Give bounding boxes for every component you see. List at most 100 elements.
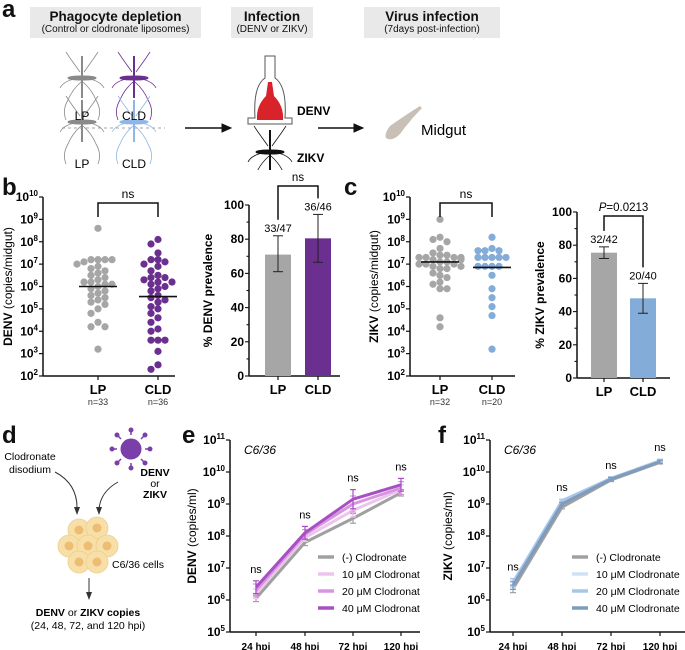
y-tick-label: 100 [224, 198, 244, 212]
data-point [429, 235, 437, 244]
data-point [495, 262, 503, 270]
series-line [254, 488, 402, 595]
data-point [436, 314, 444, 322]
data-point [436, 271, 444, 279]
x-tick-label: 24 hpi [242, 642, 271, 650]
data-point [436, 215, 444, 223]
data-point [94, 345, 102, 353]
data-point [154, 291, 162, 300]
data-point [429, 262, 437, 270]
data-point [488, 253, 496, 262]
step-header-depletion: Phagocyte depletion (Control or clodrona… [30, 7, 201, 38]
data-point [161, 258, 169, 266]
y-tick-label: 107 [207, 560, 225, 575]
data-point [147, 303, 155, 311]
clodronate-label-line1: Clodronate [4, 451, 56, 463]
data-point [154, 305, 162, 313]
midgut-label: Midgut [421, 122, 467, 139]
legend-label: 40 μM Clodronate [596, 603, 680, 615]
y-tick-label: 102 [20, 368, 38, 383]
data-point [502, 253, 510, 262]
data-point [94, 296, 102, 304]
data-point [436, 244, 444, 253]
x-tick-label: 120 hpi [384, 642, 419, 650]
y-tick-label: 103 [20, 346, 38, 361]
midgut-icon [385, 106, 422, 140]
chart-b-prevalence: 0 20 40 60 80 100 % DENV prevalence 33/47 LP 36/4… [201, 172, 340, 397]
x-tick-label: 72 hpi [597, 642, 626, 650]
data-point [154, 347, 162, 355]
y-tick-label: 1010 [203, 464, 226, 479]
data-point [436, 251, 444, 259]
y-tick-label: 107 [387, 256, 405, 271]
series-line [254, 491, 402, 600]
data-point [488, 285, 496, 293]
y-tick-label: 105 [207, 624, 225, 639]
virus-particle-icon [109, 427, 153, 471]
chart-title: C6/36 [244, 443, 276, 457]
data-point [101, 267, 109, 275]
y-tick-label: 107 [20, 256, 38, 271]
data-point [481, 262, 489, 270]
output-sublabel: (24, 48, 72, and 120 hpi) [31, 620, 145, 632]
y-tick-label: 108 [387, 234, 405, 249]
data-point [495, 253, 503, 262]
data-point [495, 247, 503, 255]
group-label-cld-top: CLD [122, 109, 146, 123]
data-point [147, 256, 155, 264]
y-tick-label: 109 [207, 496, 225, 511]
panel-a-schematic: LP CLD LP CLD DENV ZIKV Midgut [59, 51, 467, 170]
virus-label-or: or [150, 478, 160, 490]
data-point [488, 311, 496, 320]
significance-label: ns [654, 442, 666, 454]
data-point [161, 282, 169, 291]
data-point [488, 262, 496, 270]
data-point [147, 365, 155, 373]
virus-label-denv: DENV [140, 467, 169, 479]
data-point [87, 309, 95, 317]
data-point [147, 309, 155, 317]
membrane-feeder-icon [247, 55, 293, 125]
data-point [488, 233, 496, 241]
significance-label: ns [292, 172, 304, 184]
significance-label: ns [556, 482, 568, 494]
data-point [154, 325, 162, 333]
data-point [94, 318, 102, 326]
bar-count-label: 20/40 [629, 270, 657, 282]
legend-label: 10 μM Clodronate [596, 569, 680, 581]
y-tick-label: 109 [467, 496, 485, 511]
data-point [140, 260, 148, 268]
y-tick-label: 109 [20, 211, 38, 226]
data-point [101, 287, 109, 295]
y-axis-label: ZIKV (copies/midgut) [367, 230, 381, 343]
clodronate-label-line2: disodium [9, 464, 51, 476]
data-point [94, 256, 102, 264]
data-point [443, 238, 451, 246]
arrow-icon [98, 481, 119, 511]
data-point [161, 296, 169, 304]
series-line [254, 486, 402, 592]
panel-label-b: b [2, 174, 17, 201]
data-point [154, 235, 162, 244]
y-tick-label: 1011 [463, 432, 485, 447]
data-point [94, 276, 102, 284]
y-tick-label: 1011 [203, 432, 225, 447]
data-point [73, 260, 81, 268]
arrow-icon [54, 471, 78, 511]
y-tick-label: 106 [20, 279, 38, 294]
data-point [147, 318, 155, 326]
chart-e-denv-growth: 105 106 107 108 109 1010 1011 DENV (copies/ml) C… [185, 432, 420, 650]
bar [265, 254, 291, 376]
data-point [481, 253, 489, 262]
data-point [154, 285, 162, 293]
mosquito-feeding-icon [247, 125, 293, 170]
n-label: n=33 [88, 397, 108, 407]
panel-label-a: a [2, 0, 16, 23]
data-point [94, 262, 102, 270]
data-point [154, 256, 162, 264]
data-point [108, 256, 116, 264]
x-tick-label: 120 hpi [643, 642, 678, 650]
legend-label: 10 μM Clodronate [342, 569, 420, 581]
chart-c-prevalence: 0 20 40 60 80 100 % ZIKV prevalence 32/42 LP 20/4… [533, 202, 670, 399]
data-point [87, 298, 95, 306]
